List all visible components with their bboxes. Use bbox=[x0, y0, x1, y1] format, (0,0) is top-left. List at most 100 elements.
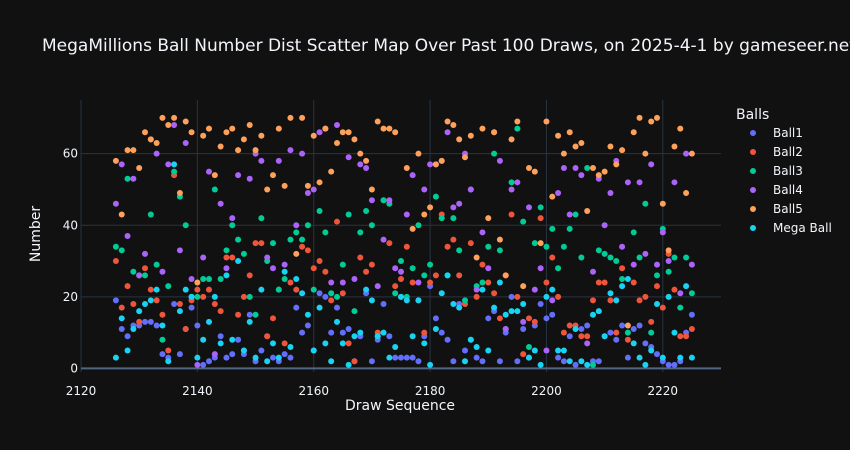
data-point[interactable] bbox=[299, 243, 306, 250]
data-point[interactable] bbox=[514, 118, 521, 125]
data-point[interactable] bbox=[560, 243, 567, 250]
data-point[interactable] bbox=[380, 236, 387, 243]
data-point[interactable] bbox=[438, 215, 445, 222]
data-point[interactable] bbox=[671, 179, 678, 186]
data-point[interactable] bbox=[555, 265, 562, 272]
data-point[interactable] bbox=[584, 165, 591, 171]
data-point[interactable] bbox=[351, 308, 358, 315]
data-point[interactable] bbox=[200, 293, 207, 300]
data-point[interactable] bbox=[211, 301, 218, 307]
data-point[interactable] bbox=[607, 143, 614, 150]
data-point[interactable] bbox=[566, 129, 573, 136]
data-point[interactable] bbox=[258, 286, 265, 293]
data-point[interactable] bbox=[211, 172, 218, 179]
data-point[interactable] bbox=[281, 182, 288, 189]
data-point[interactable] bbox=[491, 290, 498, 297]
data-point[interactable] bbox=[112, 258, 119, 265]
data-point[interactable] bbox=[165, 161, 172, 168]
data-point[interactable] bbox=[665, 361, 672, 368]
data-point[interactable] bbox=[456, 247, 463, 254]
data-point[interactable] bbox=[671, 329, 678, 336]
data-point[interactable] bbox=[112, 354, 119, 361]
data-point[interactable] bbox=[415, 222, 422, 229]
data-point[interactable] bbox=[613, 297, 620, 304]
data-point[interactable] bbox=[136, 165, 143, 171]
data-point[interactable] bbox=[392, 290, 399, 297]
data-point[interactable] bbox=[281, 351, 288, 358]
data-point[interactable] bbox=[584, 340, 591, 347]
data-point[interactable] bbox=[304, 190, 311, 197]
data-point[interactable] bbox=[590, 361, 596, 368]
data-point[interactable] bbox=[421, 186, 428, 193]
data-point[interactable] bbox=[334, 139, 340, 146]
data-point[interactable] bbox=[368, 186, 375, 193]
data-point[interactable] bbox=[176, 247, 183, 254]
data-point[interactable] bbox=[456, 200, 463, 207]
data-point[interactable] bbox=[648, 347, 655, 354]
data-point[interactable] bbox=[648, 118, 655, 125]
data-point[interactable] bbox=[595, 358, 602, 365]
data-point[interactable] bbox=[502, 272, 509, 279]
data-point[interactable] bbox=[223, 247, 230, 254]
data-point[interactable] bbox=[508, 186, 515, 193]
data-point[interactable] bbox=[328, 290, 335, 297]
data-point[interactable] bbox=[444, 118, 451, 125]
data-point[interactable] bbox=[345, 340, 352, 347]
data-point[interactable] bbox=[630, 279, 637, 286]
data-point[interactable] bbox=[450, 215, 457, 222]
data-point[interactable] bbox=[683, 150, 690, 157]
data-point[interactable] bbox=[409, 333, 416, 340]
data-point[interactable] bbox=[240, 293, 247, 300]
data-point[interactable] bbox=[601, 279, 608, 286]
data-point[interactable] bbox=[432, 161, 439, 168]
data-point[interactable] bbox=[642, 361, 649, 368]
data-point[interactable] bbox=[444, 336, 451, 343]
data-point[interactable] bbox=[246, 175, 253, 182]
data-point[interactable] bbox=[578, 358, 585, 365]
data-point[interactable] bbox=[654, 283, 660, 290]
data-point[interactable] bbox=[642, 250, 649, 257]
data-point[interactable] bbox=[537, 204, 544, 211]
data-point[interactable] bbox=[671, 254, 678, 261]
data-point[interactable] bbox=[444, 129, 451, 136]
data-point[interactable] bbox=[194, 279, 201, 286]
data-point[interactable] bbox=[223, 265, 230, 272]
data-point[interactable] bbox=[677, 125, 684, 132]
data-point[interactable] bbox=[636, 179, 643, 186]
data-point[interactable] bbox=[194, 286, 201, 293]
data-point[interactable] bbox=[252, 240, 259, 247]
data-point[interactable] bbox=[595, 247, 602, 254]
data-point[interactable] bbox=[339, 340, 346, 347]
data-point[interactable] bbox=[112, 200, 119, 207]
data-point[interactable] bbox=[176, 301, 183, 307]
data-point[interactable] bbox=[159, 268, 166, 275]
data-point[interactable] bbox=[514, 308, 521, 315]
data-point[interactable] bbox=[624, 336, 631, 343]
data-point[interactable] bbox=[264, 254, 271, 261]
data-point[interactable] bbox=[485, 215, 492, 222]
data-point[interactable] bbox=[549, 297, 556, 304]
data-point[interactable] bbox=[118, 315, 125, 322]
data-point[interactable] bbox=[392, 343, 399, 350]
data-point[interactable] bbox=[258, 347, 265, 354]
data-point[interactable] bbox=[153, 150, 160, 157]
data-point[interactable] bbox=[613, 161, 620, 168]
data-point[interactable] bbox=[427, 261, 434, 268]
data-point[interactable] bbox=[572, 143, 579, 150]
data-point[interactable] bbox=[182, 222, 189, 229]
data-point[interactable] bbox=[130, 175, 137, 182]
data-point[interactable] bbox=[485, 315, 492, 322]
data-point[interactable] bbox=[427, 161, 434, 168]
data-point[interactable] bbox=[502, 326, 509, 333]
data-point[interactable] bbox=[619, 147, 626, 154]
data-point[interactable] bbox=[479, 358, 486, 365]
data-point[interactable] bbox=[211, 351, 218, 358]
data-point[interactable] bbox=[450, 358, 457, 365]
data-point[interactable] bbox=[235, 311, 242, 318]
data-point[interactable] bbox=[392, 265, 399, 272]
data-point[interactable] bbox=[566, 333, 573, 340]
data-point[interactable] bbox=[136, 308, 143, 315]
data-point[interactable] bbox=[415, 297, 422, 304]
data-point[interactable] bbox=[380, 197, 387, 204]
data-point[interactable] bbox=[450, 204, 457, 211]
